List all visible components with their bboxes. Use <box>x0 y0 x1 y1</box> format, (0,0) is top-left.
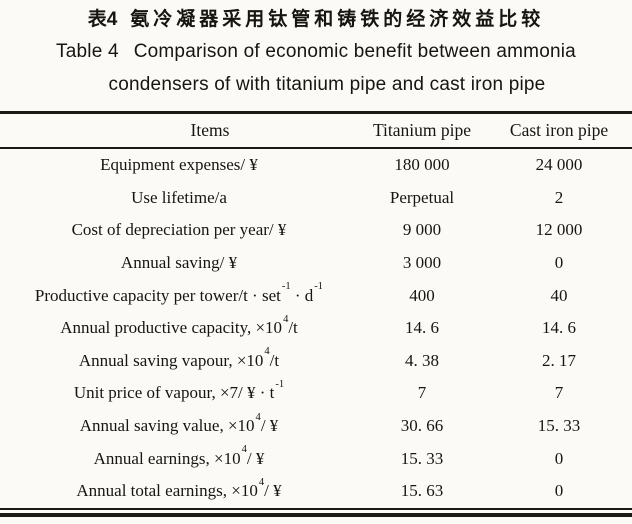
table-row: Annual earnings, ×104/ ¥ 15. 33 0 <box>0 442 632 475</box>
cell-cast-iron: 40 <box>550 285 568 305</box>
cell-titanium: 4. 38 <box>405 350 439 370</box>
table-row: Annual productive capacity, ×104/t 14. 6 1… <box>0 312 632 345</box>
economic-benefit-comparison-table: Items Titanium pipe Cast iron pipe Equip… <box>0 111 632 517</box>
cell-item: Unit price of vapour, ×7/ ¥ · t-1 <box>73 379 285 403</box>
cell-cast-iron: 0 <box>554 448 564 468</box>
cell-titanium: 180 000 <box>394 155 450 175</box>
cell-item: Annual productive capacity, ×104/t <box>60 313 298 338</box>
cell-item: Productive capacity per tower/t · set-1 … <box>34 281 324 305</box>
table-row: Unit price of vapour, ×7/ ¥ · t-1 7 7 <box>0 377 632 410</box>
cell-item: Annual saving value, ×104/ ¥ <box>79 411 279 436</box>
cell-item: Annual saving/ ¥ <box>120 253 238 273</box>
table-row: Equipment expenses/ ¥ 180 000 24 000 <box>0 149 632 182</box>
table-number-chinese: 表4 <box>87 9 118 30</box>
cell-titanium: 30. 66 <box>400 416 444 436</box>
table-row: Annual total earnings, ×104/ ¥ 15. 63 0 <box>0 475 632 508</box>
cell-cast-iron: 0 <box>554 253 564 273</box>
cell-cast-iron: 15. 33 <box>537 416 581 436</box>
table-row: Annual saving/ ¥ 3 000 0 <box>0 247 632 280</box>
cell-item: Cost of depreciation per year/ ¥ <box>71 220 287 240</box>
column-header-titanium-pipe: Titanium pipe <box>372 120 472 140</box>
cell-cast-iron: 2. 17 <box>542 350 576 370</box>
table-caption-english-line1: Table 4 Comparison of economic benefit be… <box>0 39 632 65</box>
cell-cast-iron: 24 000 <box>535 155 583 175</box>
table-caption-english-text: Comparison of economic benefit between a… <box>133 41 576 62</box>
cell-titanium: Perpetual <box>389 187 455 207</box>
column-header-items: Items <box>190 120 230 140</box>
cell-item: Annual earnings, ×104/ ¥ <box>93 444 265 468</box>
cell-titanium: 7 <box>417 383 427 403</box>
table-number-english: Table 4 <box>56 41 119 62</box>
table-row: Use lifetime/a Perpetual 2 <box>0 182 632 215</box>
table-header-row: Items Titanium pipe Cast iron pipe <box>0 111 632 149</box>
cell-titanium: 9 000 <box>402 220 442 240</box>
table-row: Annual saving value, ×104/ ¥ 30. 66 15. 33 <box>0 410 632 443</box>
cell-titanium: 14. 6 <box>405 318 439 338</box>
cell-titanium: 15. 33 <box>400 448 444 468</box>
cell-titanium: 15. 63 <box>400 481 444 501</box>
cell-item: Annual total earnings, ×104/ ¥ <box>76 476 282 501</box>
cell-item: Annual saving vapour, ×104/t <box>78 346 280 370</box>
column-header-cast-iron-pipe: Cast iron pipe <box>509 120 609 140</box>
table-row: Cost of depreciation per year/ ¥ 9 000 12 … <box>0 214 632 247</box>
cell-item: Equipment expenses/ ¥ <box>100 155 258 175</box>
table-row: Annual saving vapour, ×104/t 4. 38 2. 17 <box>0 345 632 378</box>
cell-cast-iron: 7 <box>554 383 564 403</box>
cell-cast-iron: 2 <box>554 187 564 207</box>
table-bottom-rule-thick <box>0 512 632 517</box>
cell-cast-iron: 0 <box>554 481 564 501</box>
table-body: Equipment expenses/ ¥ 180 000 24 000 Use li… <box>0 149 632 508</box>
cell-cast-iron: 12 000 <box>535 220 583 240</box>
table-title-chinese: 表4 氨冷凝器采用钛管和铸铁的经济效益比较 <box>0 7 632 33</box>
table-caption-english-line2: condensers of with titanium pipe and cas… <box>108 74 546 95</box>
cell-titanium: 400 <box>409 285 435 305</box>
cell-item: Use lifetime/a <box>131 187 227 207</box>
table-title-chinese-text: 氨冷凝器采用钛管和铸铁的经济效益比较 <box>130 9 545 30</box>
table-bottom-rule-thin <box>0 507 632 510</box>
table-row: Productive capacity per tower/t · set-1 … <box>0 279 632 312</box>
cell-cast-iron: 14. 6 <box>542 318 576 338</box>
cell-titanium: 3 000 <box>402 253 442 273</box>
